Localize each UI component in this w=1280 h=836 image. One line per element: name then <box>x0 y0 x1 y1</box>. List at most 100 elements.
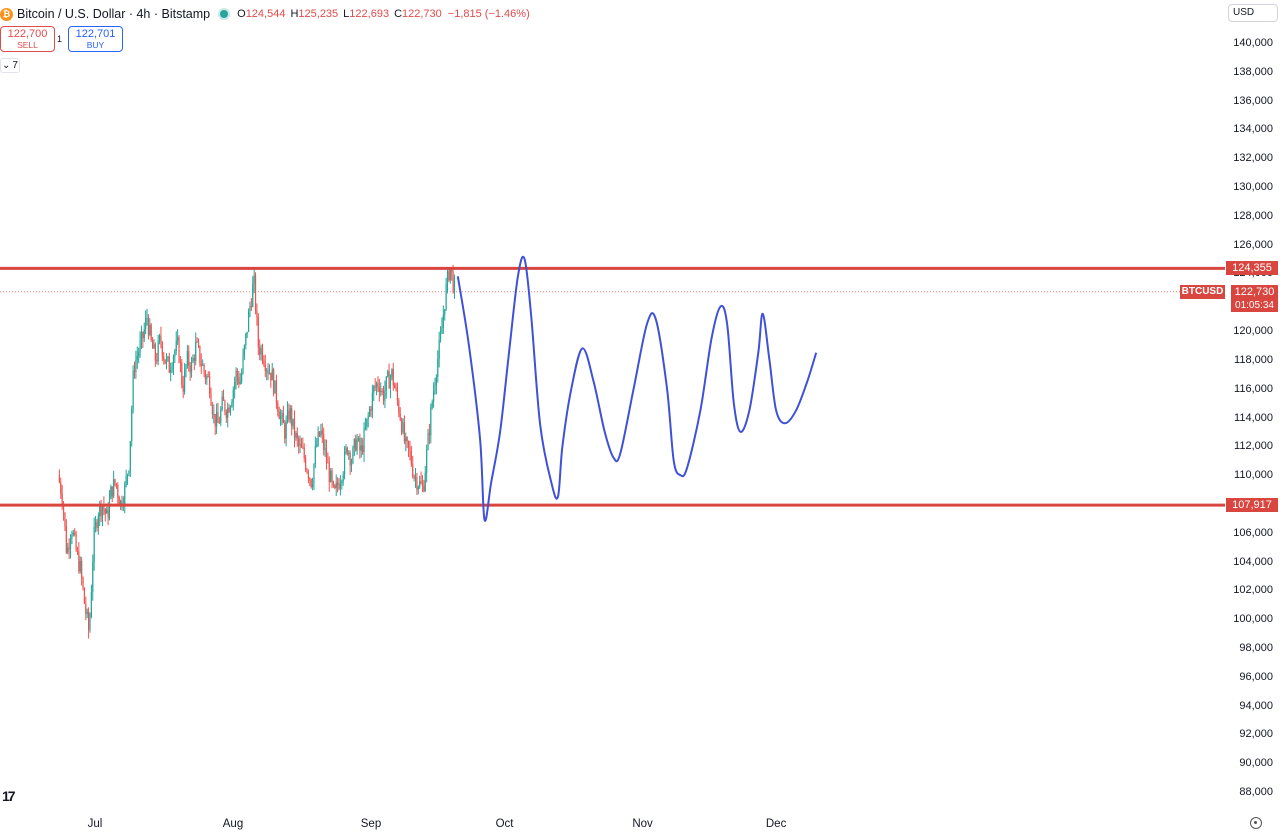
time-tick-label: Sep <box>360 818 382 830</box>
candle-body <box>217 412 219 423</box>
price-chart[interactable] <box>0 0 1225 812</box>
bar-countdown: 01:05:34 <box>1235 299 1274 311</box>
candle-body <box>349 452 351 466</box>
high-value: 125,235 <box>298 8 339 20</box>
symbol-title[interactable]: Bitcoin / U.S. Dollar · 4h · Bitstamp <box>17 7 211 21</box>
candle-body <box>121 500 123 507</box>
candle-body <box>337 482 339 486</box>
candle-body <box>423 486 425 491</box>
indicators-toggle-button[interactable]: ⌄ 7 <box>0 58 20 73</box>
candle-body <box>193 358 195 361</box>
price-tick-label: 104,000 <box>1233 555 1273 568</box>
candle-body <box>139 340 141 353</box>
buy-price: 122,701 <box>75 28 116 40</box>
candle-body <box>221 396 223 410</box>
tradingview-logo-icon[interactable]: 17 <box>2 788 16 804</box>
candle-body <box>250 305 252 307</box>
candle-body <box>99 503 101 517</box>
price-tick-label: 90,000 <box>1239 757 1273 770</box>
candle-body <box>110 486 112 499</box>
candle-body <box>246 331 248 334</box>
candle-body <box>332 481 335 486</box>
candle-body <box>235 370 237 382</box>
market-status-icon <box>220 10 229 18</box>
order-quantity[interactable]: 1 <box>57 34 63 44</box>
candle-body <box>241 372 243 382</box>
candle-body <box>138 352 140 357</box>
candle-body <box>298 438 300 446</box>
candle-body <box>172 356 175 368</box>
candle-body <box>385 376 387 391</box>
currency-selector[interactable]: USD <box>1228 4 1278 22</box>
candle-body <box>424 472 426 491</box>
candle-body <box>267 370 269 374</box>
last-price-value: 122,730 <box>1234 285 1275 298</box>
chevron-down-icon: ⌄ <box>2 60 11 71</box>
candle-body <box>369 408 371 416</box>
candle-body <box>247 311 250 332</box>
candle-body <box>331 470 333 482</box>
candle-body <box>416 477 418 490</box>
candle-body <box>391 369 393 378</box>
candle-body <box>167 356 169 358</box>
chart-area[interactable] <box>0 0 1225 812</box>
candle-body <box>103 505 105 510</box>
candle-body <box>430 407 432 436</box>
candle-body <box>160 335 162 343</box>
candle-body <box>202 364 204 366</box>
open-key: O <box>237 8 246 20</box>
candle-body <box>97 516 99 528</box>
price-tick-label: 100,000 <box>1233 613 1273 626</box>
candle-body <box>242 355 244 373</box>
buy-button[interactable]: 122,701 BUY <box>68 26 123 52</box>
sell-button[interactable]: 122,700 SELL <box>0 26 55 52</box>
candle-body <box>438 340 440 359</box>
candle-body <box>256 310 258 318</box>
candle-body <box>335 482 337 488</box>
candle-body <box>158 335 161 341</box>
candle-body <box>229 406 232 413</box>
candle-body <box>378 386 380 393</box>
candle-body <box>394 385 396 389</box>
candle-body <box>93 526 95 563</box>
candle-body <box>101 505 104 517</box>
candle-body <box>209 376 211 394</box>
candle-body <box>412 464 414 477</box>
candle-body <box>277 402 279 412</box>
candle-body <box>314 446 316 465</box>
candle-body <box>163 356 165 360</box>
candle-body <box>114 479 116 484</box>
candle-body <box>275 380 278 403</box>
time-tick-label: Nov <box>632 818 653 830</box>
candle-body <box>147 317 150 335</box>
candle-body <box>362 445 364 453</box>
settings-icon[interactable] <box>1250 817 1262 829</box>
buy-label: BUY <box>86 40 105 50</box>
ticker-tag: BTCUSD <box>1180 284 1225 299</box>
candle-body <box>161 342 163 357</box>
candle-body <box>295 432 297 438</box>
bitcoin-logo-icon: ₿ <box>0 7 13 21</box>
candle-body <box>140 332 143 341</box>
price-tick-label: 106,000 <box>1233 526 1273 539</box>
candle-body <box>76 550 79 552</box>
candle-body <box>426 449 428 473</box>
candle-body <box>406 437 408 442</box>
candle-body <box>178 337 180 362</box>
candle-body <box>439 333 442 341</box>
candle-body <box>330 470 332 482</box>
candle-body <box>150 324 152 341</box>
candle-body <box>218 422 220 424</box>
candle-body <box>421 483 424 487</box>
candle-body <box>357 437 360 441</box>
time-tick-label: Dec <box>765 818 787 830</box>
candle-body <box>317 431 319 445</box>
candle-body <box>420 480 422 484</box>
candle-body <box>396 389 399 401</box>
candle-body <box>236 370 239 378</box>
price-tick-label: 136,000 <box>1233 94 1273 107</box>
candle-body <box>90 592 92 617</box>
candle-body <box>413 476 415 479</box>
candle-body <box>168 356 170 373</box>
candle-body <box>359 437 361 451</box>
